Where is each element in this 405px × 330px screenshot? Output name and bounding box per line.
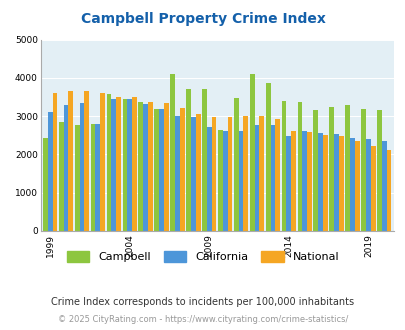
Bar — [116, 97, 121, 231]
Bar — [386, 150, 390, 231]
Bar — [111, 99, 116, 231]
Bar — [297, 102, 302, 231]
Bar — [138, 102, 143, 231]
Bar — [306, 132, 311, 231]
Bar — [107, 94, 111, 231]
Bar — [75, 125, 79, 231]
Bar — [328, 107, 333, 231]
Bar — [360, 109, 365, 231]
Bar — [68, 90, 73, 231]
Bar — [79, 103, 84, 231]
Bar — [186, 89, 190, 231]
Bar — [95, 124, 100, 231]
Bar — [132, 97, 136, 231]
Bar — [259, 116, 264, 231]
Bar — [354, 141, 359, 231]
Bar — [179, 108, 184, 231]
Bar — [381, 141, 386, 231]
Bar — [318, 133, 322, 231]
Bar — [122, 99, 127, 231]
Bar — [290, 131, 295, 231]
Bar — [233, 98, 238, 231]
Bar — [370, 147, 375, 231]
Bar — [238, 131, 243, 231]
Text: © 2025 CityRating.com - https://www.cityrating.com/crime-statistics/: © 2025 CityRating.com - https://www.city… — [58, 315, 347, 324]
Bar — [148, 102, 152, 231]
Bar — [275, 119, 279, 231]
Bar — [313, 111, 318, 231]
Bar — [302, 131, 306, 231]
Bar — [100, 93, 105, 231]
Bar — [344, 105, 349, 231]
Bar — [170, 74, 175, 231]
Bar — [164, 103, 168, 231]
Bar — [338, 136, 343, 231]
Bar — [333, 134, 338, 231]
Bar — [190, 117, 195, 231]
Bar — [59, 122, 64, 231]
Bar — [322, 135, 327, 231]
Bar — [249, 74, 254, 231]
Bar — [265, 83, 270, 231]
Bar — [175, 116, 179, 231]
Bar — [84, 91, 89, 231]
Bar — [254, 125, 259, 231]
Bar — [349, 138, 354, 231]
Bar — [217, 130, 222, 231]
Bar — [365, 139, 370, 231]
Bar — [143, 104, 148, 231]
Bar — [202, 88, 207, 231]
Bar — [90, 124, 95, 231]
Bar — [195, 114, 200, 231]
Bar — [154, 109, 159, 231]
Bar — [222, 131, 227, 231]
Bar — [227, 117, 232, 231]
Bar — [127, 99, 132, 231]
Bar — [159, 109, 164, 231]
Bar — [207, 127, 211, 231]
Bar — [48, 112, 52, 231]
Bar — [52, 93, 57, 231]
Bar — [286, 136, 290, 231]
Bar — [243, 116, 247, 231]
Text: Crime Index corresponds to incidents per 100,000 inhabitants: Crime Index corresponds to incidents per… — [51, 297, 354, 307]
Bar — [270, 125, 275, 231]
Text: Campbell Property Crime Index: Campbell Property Crime Index — [80, 12, 325, 25]
Bar — [43, 138, 48, 231]
Bar — [211, 117, 216, 231]
Bar — [376, 110, 381, 231]
Bar — [64, 106, 68, 231]
Bar — [281, 101, 286, 231]
Legend: Campbell, California, National: Campbell, California, National — [62, 247, 343, 267]
